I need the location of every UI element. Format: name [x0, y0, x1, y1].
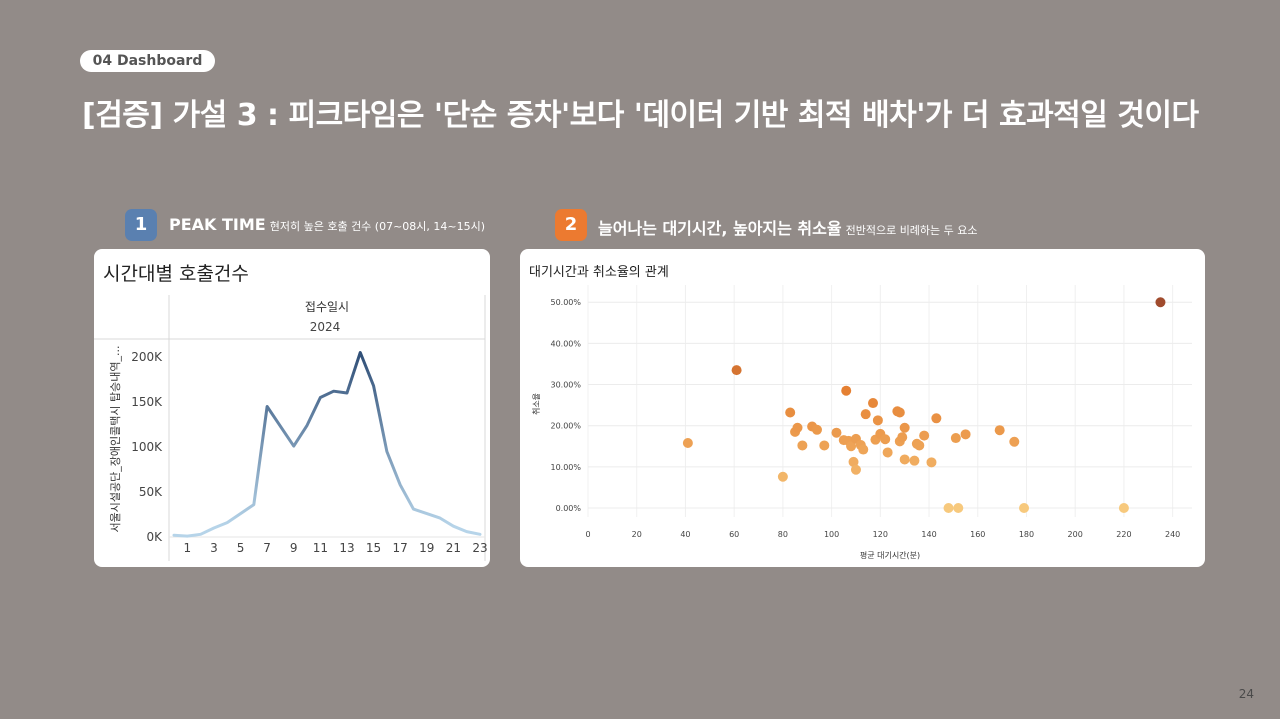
x-tick-label: 21: [446, 541, 461, 555]
scatter-point: [819, 440, 830, 451]
x-header-label: 접수일시: [305, 300, 349, 314]
x-tick-label: 5: [237, 541, 245, 555]
hourly-calls-card-title: 시간대별 호출건수: [103, 263, 249, 285]
scatter-point: [919, 430, 930, 441]
x-tick-label: 3: [210, 541, 218, 555]
scatter-point: [943, 503, 954, 513]
scatter-point: [682, 437, 693, 448]
scatter-x-tick-label: 220: [1116, 530, 1131, 539]
scatter-point: [960, 429, 971, 440]
scatter-x-axis-label: 평균 대기시간(분): [860, 550, 920, 560]
hourly-calls-chart: 접수일시 2024 서울시설공단_장애인콜택시 탑승내역_... 0K 50K 10…: [94, 295, 488, 561]
x-tick-label: 9: [290, 541, 298, 555]
scatter-point: [926, 457, 937, 468]
section-label: 04 Dashboard: [80, 50, 215, 72]
section-2-title: 늘어나는 대기시간, 높아지는 취소율: [598, 219, 842, 238]
y-tick-label: 200K: [131, 350, 163, 364]
scatter-point: [880, 434, 891, 445]
scatter-point: [777, 471, 788, 482]
x-tick-label: 13: [339, 541, 354, 555]
scatter-point: [953, 503, 964, 513]
section-2-subtitle: 전반적으로 비례하는 두 요소: [845, 224, 978, 237]
scatter-y-axis-label: 취소율: [532, 393, 541, 415]
scatter-point: [1019, 503, 1030, 513]
wait-cancel-scatter: 0.00% 10.00% 20.00% 30.00% 40.00% 50.00% 0 20 4…: [532, 285, 1192, 560]
scatter-point: [848, 456, 859, 467]
scatter-point: [797, 440, 808, 451]
x-tick-label: 7: [263, 541, 271, 555]
scatter-point: [1009, 436, 1020, 447]
scatter-point: [785, 407, 796, 418]
scatter-point: [792, 422, 803, 433]
scatter-y-tick-label: 20.00%: [550, 422, 581, 431]
scatter-point: [882, 447, 893, 458]
x-header-year: 2024: [310, 320, 341, 334]
x-tick-label: 17: [393, 541, 408, 555]
x-tick-label: 1: [183, 541, 191, 555]
y-tick-label: 50K: [139, 485, 163, 499]
section-2-number-badge: 2: [555, 209, 587, 241]
scatter-x-tick-label: 120: [873, 530, 888, 539]
scatter-x-tick-label: 80: [778, 530, 788, 539]
scatter-point: [914, 440, 925, 451]
scatter-x-tick-label: 20: [632, 530, 642, 539]
scatter-x-tick-label: 40: [680, 530, 690, 539]
hourly-calls-line: [172, 351, 482, 538]
wait-cancel-card-title: 대기시간과 취소율의 관계: [529, 265, 669, 280]
scatter-x-tick-label: 240: [1165, 530, 1180, 539]
scatter-y-tick-label: 30.00%: [550, 381, 581, 390]
scatter-point: [894, 407, 905, 418]
scatter-y-tick-label: 10.00%: [550, 463, 581, 472]
scatter-point: [950, 433, 961, 444]
scatter-point: [899, 454, 910, 465]
scatter-point: [1155, 297, 1166, 308]
y-tick-label: 0K: [146, 530, 163, 544]
scatter-point: [858, 444, 869, 455]
scatter-point: [868, 398, 879, 409]
scatter-point: [872, 415, 883, 426]
scatter-point: [909, 455, 920, 466]
scatter-x-tick-label: 200: [1068, 530, 1083, 539]
y-axis-label: 서울시설공단_장애인콜택시 탑승내역_...: [109, 346, 122, 533]
scatter-point: [850, 464, 861, 475]
scatter-x-tick-label: 60: [729, 530, 739, 539]
chart-frame: [94, 295, 486, 561]
x-tick-label: 19: [419, 541, 434, 555]
scatter-point: [994, 425, 1005, 436]
section-1-subtitle: 현저히 높은 호출 건수 (07~08시, 14~15시): [269, 220, 486, 233]
scatter-x-tick-label: 140: [921, 530, 936, 539]
wait-cancel-card: 대기시간과 취소율의 관계 0.00% 10.00% 20.00% 30.00% 40.…: [520, 249, 1205, 567]
section-1-title: PEAK TIME: [169, 215, 266, 234]
section-2-heading: 늘어나는 대기시간, 높아지는 취소율 전반적으로 비례하는 두 요소: [598, 215, 978, 239]
scatter-y-tick-label: 50.00%: [550, 298, 581, 307]
scatter-x-tick-label: 100: [824, 530, 839, 539]
scatter-y-tick-label: 40.00%: [550, 339, 581, 348]
scatter-x-tick-label: 160: [970, 530, 985, 539]
scatter-point: [731, 365, 742, 376]
scatter-point: [811, 424, 822, 435]
scatter-point: [1118, 503, 1129, 513]
scatter-point: [841, 385, 852, 396]
x-tick-label: 23: [472, 541, 487, 555]
scatter-point: [831, 427, 842, 438]
section-1-number-badge: 1: [125, 209, 157, 241]
scatter-x-tick-label: 180: [1019, 530, 1034, 539]
y-tick-label: 100K: [131, 440, 163, 454]
x-tick-label: 15: [366, 541, 381, 555]
x-tick-label: 11: [313, 541, 328, 555]
scatter-point: [899, 422, 910, 433]
scatter-point: [860, 409, 871, 420]
hourly-calls-card: 시간대별 호출건수 접수일시 2024 서울시설공단_장애인콜택시 탑승내역_.…: [94, 249, 490, 567]
section-1-heading: PEAK TIME 현저히 높은 호출 건수 (07~08시, 14~15시): [169, 215, 485, 234]
y-tick-label: 150K: [131, 395, 163, 409]
scatter-point: [846, 441, 857, 452]
page-number: 24: [1238, 687, 1254, 701]
scatter-point: [897, 432, 908, 443]
scatter-y-tick-label: 0.00%: [556, 504, 582, 513]
page-title: [검증] 가설 3 : 피크타임은 '단순 증차'보다 '데이터 기반 최적 배…: [82, 98, 1199, 133]
scatter-x-tick-label: 0: [585, 530, 590, 539]
scatter-point: [931, 413, 942, 424]
